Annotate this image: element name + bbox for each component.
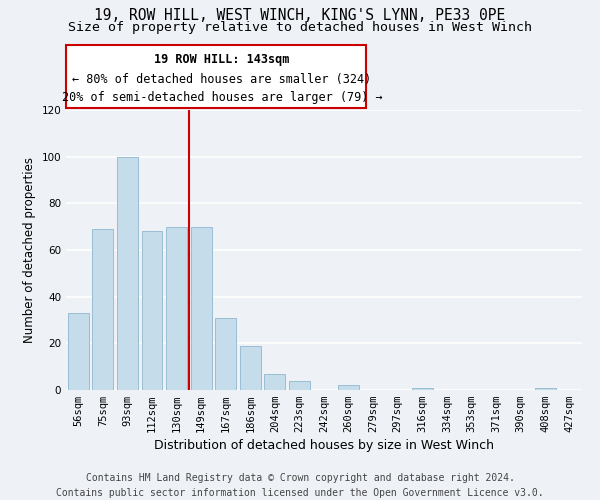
Text: 19 ROW HILL: 143sqm: 19 ROW HILL: 143sqm	[154, 53, 290, 66]
Text: 20% of semi-detached houses are larger (79) →: 20% of semi-detached houses are larger (…	[62, 92, 382, 104]
Y-axis label: Number of detached properties: Number of detached properties	[23, 157, 36, 343]
Bar	[166, 226, 187, 390]
Bar	[142, 232, 163, 390]
Bar	[412, 388, 433, 390]
X-axis label: Distribution of detached houses by size in West Winch: Distribution of detached houses by size …	[154, 440, 494, 452]
Text: Contains HM Land Registry data © Crown copyright and database right 2024.
Contai: Contains HM Land Registry data © Crown c…	[56, 472, 544, 498]
Bar	[535, 388, 556, 390]
Bar	[68, 313, 89, 390]
Bar	[92, 229, 113, 390]
Bar	[265, 374, 286, 390]
Text: ← 80% of detached houses are smaller (324): ← 80% of detached houses are smaller (32…	[73, 72, 371, 86]
Text: 19, ROW HILL, WEST WINCH, KING'S LYNN, PE33 0PE: 19, ROW HILL, WEST WINCH, KING'S LYNN, P…	[94, 8, 506, 22]
Text: Size of property relative to detached houses in West Winch: Size of property relative to detached ho…	[68, 21, 532, 34]
Bar	[215, 318, 236, 390]
Bar	[240, 346, 261, 390]
Bar	[191, 226, 212, 390]
Bar	[338, 386, 359, 390]
Bar	[117, 156, 138, 390]
Bar	[289, 380, 310, 390]
